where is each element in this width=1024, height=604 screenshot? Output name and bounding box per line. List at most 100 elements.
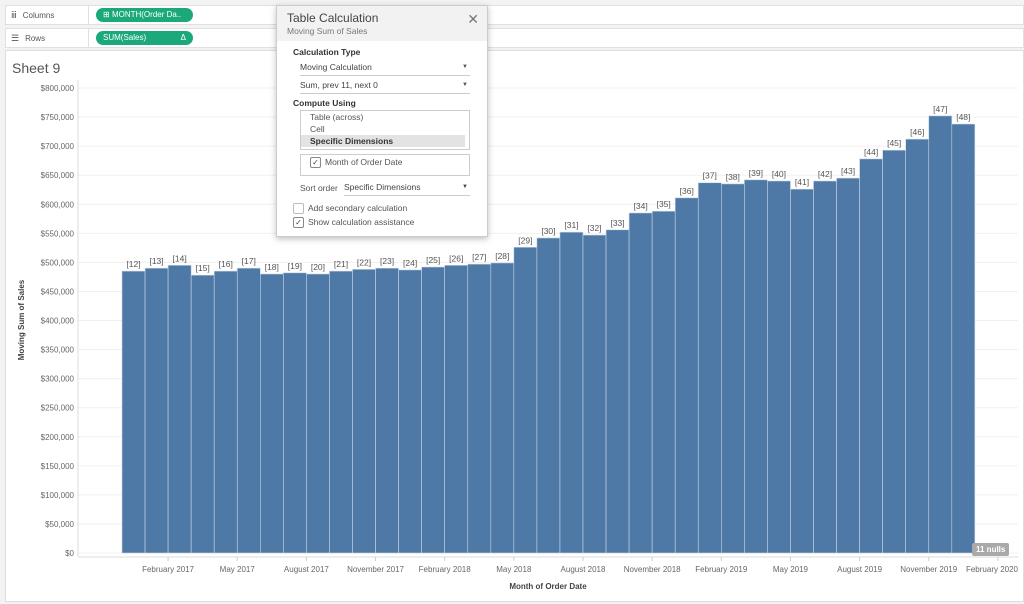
x-tick-label: August 2017 (284, 565, 329, 574)
bar (697, 182, 722, 554)
bar (398, 269, 422, 554)
bar-data-label: [13] (149, 256, 163, 266)
y-tick-label: $650,000 (41, 171, 75, 180)
bar-data-label: [24] (403, 258, 417, 268)
bar (951, 123, 976, 554)
secondary-calc-label: Add secondary calculation (308, 203, 408, 213)
bar-data-label: [30] (541, 226, 555, 236)
bar (306, 273, 330, 554)
bar-data-label: [38] (726, 172, 740, 182)
bar-data-label: [23] (380, 256, 394, 266)
x-axis-title: Month of Order Date (509, 582, 587, 591)
x-tick-label: November 2017 (347, 565, 404, 574)
bar (628, 212, 653, 554)
add-secondary-calc-option[interactable]: Add secondary calculation (293, 203, 408, 215)
bar-data-label: [35] (657, 199, 671, 209)
x-tick-label: February 2019 (695, 565, 748, 574)
bar-data-label: [17] (242, 256, 256, 266)
y-tick-label: $450,000 (41, 287, 75, 296)
bar (352, 269, 376, 554)
bar (329, 270, 353, 554)
bar-data-label: [14] (173, 253, 187, 263)
nulls-indicator[interactable]: 11 nulls (972, 543, 1010, 556)
pill-text: SUM(Sales) (103, 33, 147, 42)
bar (582, 234, 607, 554)
rows-shelf[interactable]: ☰ Rows SUM(Sales) Δ (5, 28, 1024, 48)
rows-icon: ☰ (11, 33, 20, 43)
bar-data-label: [18] (265, 262, 279, 272)
bar (213, 270, 238, 554)
sum-sales-pill[interactable]: SUM(Sales) Δ (96, 31, 193, 45)
bar (144, 267, 169, 554)
secondary-calc-checkbox[interactable] (293, 203, 304, 215)
show-assistance-option[interactable]: ✓ Show calculation assistance (293, 217, 414, 229)
columns-label-text: Columns (22, 11, 55, 20)
bar (720, 183, 745, 554)
bar-data-label: [27] (472, 252, 486, 262)
caret-down-icon: ▼ (462, 64, 468, 70)
bar (167, 264, 192, 554)
compute-option-table-across[interactable]: Table (across) (310, 112, 364, 122)
bar-data-label: [32] (587, 223, 601, 233)
sort-order-dropdown[interactable]: Specific Dimensions ▼ (344, 180, 470, 196)
bar (513, 246, 538, 554)
bar-data-label: [41] (795, 177, 809, 187)
x-tick-label: May 2019 (773, 565, 809, 574)
y-tick-label: $150,000 (41, 462, 75, 471)
bar (744, 179, 768, 554)
bar-data-label: [19] (288, 261, 302, 271)
sort-order-label: Sort order (300, 183, 338, 193)
y-tick-label: $350,000 (41, 346, 75, 355)
bar (559, 231, 584, 554)
caret-down-icon: ▼ (462, 82, 468, 88)
calc-type-dropdown[interactable]: Moving Calculation ▼ (300, 60, 470, 76)
bar-data-label: [36] (680, 186, 694, 196)
bar (467, 263, 492, 554)
pill-text: MONTH(Order Da.. (111, 10, 182, 19)
calc-detail-dropdown[interactable]: Sum, prev 11, next 0 ▼ (300, 78, 470, 94)
dropdown-value: Specific Dimensions (344, 182, 421, 192)
assistance-checkbox[interactable]: ✓ (293, 217, 304, 229)
dropdown-value: Sum, prev 11, next 0 (300, 80, 378, 90)
bar (790, 188, 814, 554)
y-tick-label: $100,000 (41, 491, 75, 500)
table-calc-delta-icon: Δ (180, 33, 186, 42)
bar (190, 274, 215, 554)
bar-data-label: [44] (864, 147, 878, 157)
compute-option-cell[interactable]: Cell (310, 124, 325, 134)
compute-using-list[interactable]: Table (across) Cell Specific Dimensions (300, 110, 470, 150)
y-tick-label: $750,000 (41, 113, 75, 122)
bar (375, 267, 399, 554)
x-tick-label: February 2017 (142, 565, 195, 574)
compute-option-specific-dimensions[interactable]: Specific Dimensions (301, 135, 465, 147)
bar (651, 210, 676, 554)
bar (905, 138, 930, 554)
y-tick-label: $200,000 (41, 433, 75, 442)
x-tick-label: May 2018 (496, 565, 532, 574)
bar-data-label: [28] (495, 251, 509, 261)
bar-data-label: [42] (818, 169, 832, 179)
table-calculation-dialog: Table Calculation Moving Sum of Sales ✕ … (276, 5, 488, 237)
bar-data-label: [26] (449, 253, 463, 263)
bar-data-label: [21] (334, 259, 348, 269)
bar (490, 262, 515, 554)
bar-data-label: [16] (219, 259, 233, 269)
bar-data-label: [15] (196, 263, 210, 273)
dialog-header: Table Calculation Moving Sum of Sales (277, 6, 487, 41)
bar-data-label: [34] (634, 201, 648, 211)
y-tick-label: $250,000 (41, 404, 75, 413)
y-tick-label: $600,000 (41, 200, 75, 209)
bar (421, 266, 445, 554)
month-order-date-pill[interactable]: ⊞ MONTH(Order Da.. (96, 8, 193, 22)
close-icon[interactable]: ✕ (467, 11, 479, 27)
x-tick-label: August 2019 (837, 565, 882, 574)
y-axis-title: Moving Sum of Sales (17, 279, 26, 360)
bar (767, 180, 791, 554)
y-tick-label: $50,000 (45, 520, 74, 529)
dimension-checkbox[interactable]: ✓ (310, 157, 321, 169)
bar (259, 273, 284, 554)
columns-shelf[interactable]: ⅲ Columns ⊞ MONTH(Order Da.. (5, 5, 1024, 25)
bar-data-label: [29] (518, 235, 532, 245)
y-tick-label: $400,000 (41, 317, 75, 326)
